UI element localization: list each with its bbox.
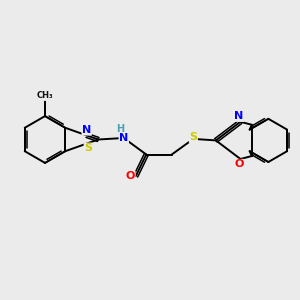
Text: N: N bbox=[82, 125, 91, 135]
Text: CH₃: CH₃ bbox=[37, 92, 53, 100]
Text: N: N bbox=[234, 111, 244, 122]
Text: H: H bbox=[116, 124, 124, 134]
Text: O: O bbox=[234, 159, 244, 170]
Text: O: O bbox=[126, 171, 135, 181]
Text: S: S bbox=[189, 132, 197, 142]
Text: S: S bbox=[84, 143, 92, 153]
Text: N: N bbox=[119, 133, 128, 143]
